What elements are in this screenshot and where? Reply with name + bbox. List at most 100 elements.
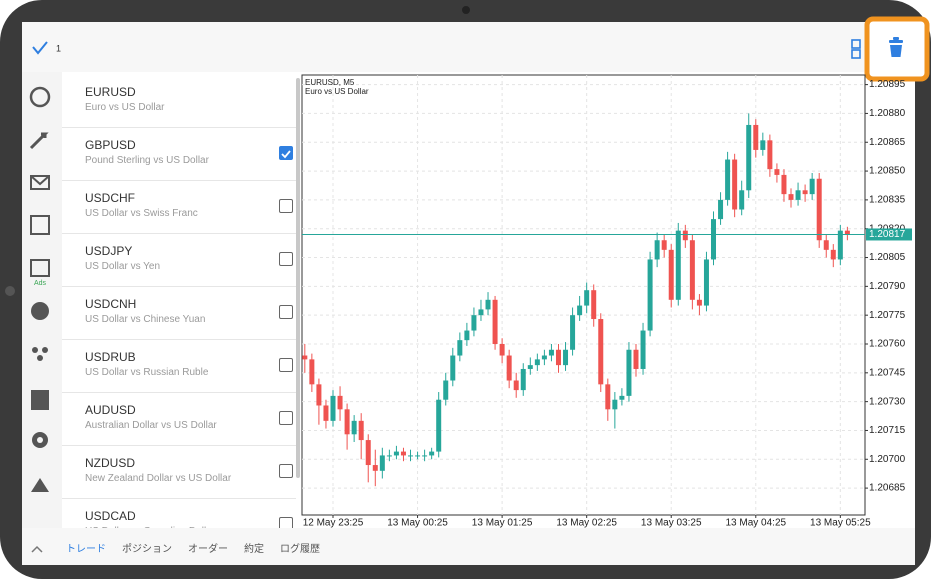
selected-count: 1 <box>56 43 61 53</box>
candle-body <box>534 359 540 366</box>
candle-body <box>337 395 343 410</box>
ads-label: Ads <box>34 280 47 287</box>
candle-body <box>668 249 674 300</box>
scrollbar <box>296 78 300 478</box>
candle-body <box>774 169 780 175</box>
symbol-row[interactable]: USDJPY US Dollar vs Yen <box>62 234 296 287</box>
y-tick-label: 1.20685 <box>869 483 906 494</box>
chart-subtitle: Euro vs US Dollar <box>305 87 369 96</box>
candle-body <box>703 259 709 306</box>
y-tick-label: 1.20865 <box>869 137 906 148</box>
symbol-row[interactable]: USDCNH US Dollar vs Chinese Yuan <box>62 287 296 340</box>
symbol-row[interactable]: AUDUSD Australian Dollar vs US Dollar <box>62 393 296 446</box>
candle-body <box>358 420 364 441</box>
symbol-description: US Dollar vs Russian Ruble <box>85 367 209 378</box>
symbol-row[interactable]: EURUSD Euro vs US Dollar <box>62 75 296 128</box>
symbol-name: USDCNH <box>85 297 137 311</box>
symbol-name: AUDUSD <box>85 403 136 417</box>
candle-body <box>393 451 399 456</box>
y-tick-label: 1.20850 <box>869 166 906 177</box>
checkbox[interactable] <box>279 199 293 213</box>
candle-body <box>302 355 308 360</box>
checkbox[interactable] <box>279 464 293 478</box>
candle-body <box>689 240 695 300</box>
tab[interactable]: トレード <box>66 544 106 555</box>
candle-body <box>732 159 738 210</box>
expand-chevron[interactable] <box>31 545 43 553</box>
symbol-description: US Dollar vs Chinese Yuan <box>85 314 206 325</box>
symbol-row[interactable]: NZDUSD New Zealand Dollar vs US Dollar <box>62 446 296 499</box>
candle-body <box>415 455 421 457</box>
candle-body <box>372 465 378 471</box>
select-check[interactable] <box>32 41 48 55</box>
checkbox[interactable] <box>279 411 293 425</box>
candle-body <box>436 399 442 452</box>
candle-body <box>626 349 632 396</box>
y-tick-label: 1.20880 <box>869 108 906 119</box>
symbol-row[interactable]: USDCAD US Dollar vs Canadian Dollar <box>62 499 296 528</box>
candle-body <box>386 455 392 457</box>
candle-body <box>711 219 717 260</box>
symbol-name: USDCAD <box>85 509 136 523</box>
delete-button[interactable] <box>889 37 903 57</box>
candle-body <box>605 384 611 410</box>
y-tick-label: 1.20790 <box>869 281 906 292</box>
y-tick-label: 1.20775 <box>869 310 906 321</box>
checkbox[interactable] <box>279 358 293 372</box>
candle-body <box>570 315 576 350</box>
checkbox[interactable] <box>279 252 293 266</box>
checkbox[interactable] <box>279 517 293 528</box>
x-tick-label: 13 May 03:25 <box>641 518 702 529</box>
candle-body <box>612 399 618 410</box>
current-price-label: 1.20817 <box>869 229 906 240</box>
side-button <box>5 286 15 296</box>
checkbox[interactable] <box>279 146 293 160</box>
candle-body <box>809 178 815 195</box>
candle-body <box>781 174 787 195</box>
x-tick-label: 13 May 01:25 <box>472 518 533 529</box>
symbol-row[interactable]: USDRUB US Dollar vs Russian Ruble <box>62 340 296 393</box>
x-tick-label: 13 May 00:25 <box>387 518 448 529</box>
candle-body <box>563 349 569 366</box>
candle-body <box>429 451 435 456</box>
candle-body <box>443 380 449 400</box>
tab[interactable]: 約定 <box>244 544 264 555</box>
candle-body <box>408 455 414 457</box>
candle-body <box>591 290 597 320</box>
candle-body <box>330 395 336 421</box>
candle-body <box>640 330 646 369</box>
tab[interactable]: ポジション <box>122 544 172 555</box>
symbol-description: US Dollar vs Canadian Dollar <box>85 526 215 528</box>
candle-body <box>400 451 406 456</box>
candle-body <box>746 124 752 191</box>
candle-body <box>647 259 653 331</box>
symbol-description: Pound Sterling vs US Dollar <box>85 155 209 166</box>
candle-body <box>654 240 660 260</box>
symbol-name: EURUSD <box>85 85 136 99</box>
candle-body <box>682 230 688 241</box>
symbol-row[interactable]: USDCHF US Dollar vs Swiss Franc <box>62 181 296 234</box>
candle-body <box>816 178 822 241</box>
candle-body <box>823 240 829 250</box>
tab[interactable]: オーダー <box>188 544 228 555</box>
candle-body <box>513 380 519 391</box>
y-tick-label: 1.20895 <box>869 79 906 90</box>
symbol-row[interactable]: GBPUSD Pound Sterling vs US Dollar <box>62 128 296 181</box>
candle-body <box>520 368 526 391</box>
y-tick-label: 1.20835 <box>869 195 906 206</box>
candle-body <box>309 359 315 385</box>
candle-body <box>584 290 590 306</box>
symbol-name: NZDUSD <box>85 456 135 470</box>
candle-body <box>830 249 836 260</box>
candle-body <box>344 409 350 435</box>
checkbox[interactable] <box>279 305 293 319</box>
select-all-icon[interactable] <box>851 39 861 59</box>
candle-body <box>661 240 667 250</box>
candle-body <box>633 349 639 369</box>
candle-body <box>619 395 625 400</box>
tab[interactable]: ログ履歴 <box>280 544 320 555</box>
symbol-description: Australian Dollar vs US Dollar <box>85 420 217 431</box>
candle-body <box>844 230 850 235</box>
candle-body <box>450 355 456 381</box>
